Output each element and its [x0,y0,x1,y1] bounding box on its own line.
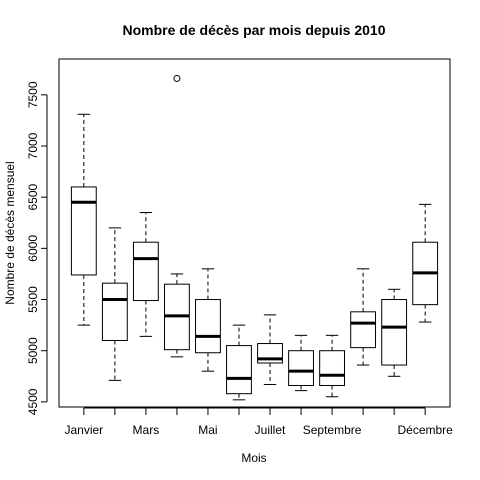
iqr-box [319,350,345,387]
box-août [288,334,314,392]
y-axis-label: Nombre de décès mensuel [3,161,17,304]
box-novembre [381,288,408,377]
iqr-box [288,350,314,387]
boxes [70,74,439,401]
box-mai [195,268,221,372]
box-avril [164,74,190,358]
x-tick-label: Mars [133,423,160,437]
plot-frame [58,58,451,408]
y-tick-label: 6000 [26,235,40,262]
y-axis: 4500 5000 5500 6000 6500 7000 7500 [26,81,48,415]
box-janvier [70,113,97,326]
iqr-box [101,282,128,341]
y-tick-label: 7500 [26,81,40,108]
box-mars [132,212,159,337]
y-tick-label: 6500 [26,184,40,211]
iqr-box [350,311,377,349]
box-juin [226,324,252,401]
iqr-box [132,241,159,302]
x-tick-label: Janvier [64,423,103,437]
x-tick-label: Juillet [255,423,286,437]
box-octobre [350,268,377,366]
box-février [101,227,128,381]
y-tick-label: 7000 [26,132,40,159]
x-axis: Janvier Mars Mai Juillet Septembre Décembre [64,407,453,437]
box-septembre [319,334,345,398]
x-tick-label: Mai [198,423,217,437]
iqr-box [381,299,408,366]
box-décembre [412,203,439,323]
outlier-point [173,74,181,82]
y-tick-label: 5500 [26,286,40,313]
iqr-box [226,345,252,395]
x-tick-label: Décembre [397,423,453,437]
chart-title: Nombre de décès par mois depuis 2010 [123,22,386,38]
y-tick-label: 5000 [26,337,40,364]
iqr-box [195,299,221,354]
x-axis-label: Mois [241,451,266,465]
iqr-box [70,186,97,276]
x-tick-label: Septembre [303,423,362,437]
box-juillet [257,314,283,385]
y-tick-label: 4500 [26,388,40,415]
